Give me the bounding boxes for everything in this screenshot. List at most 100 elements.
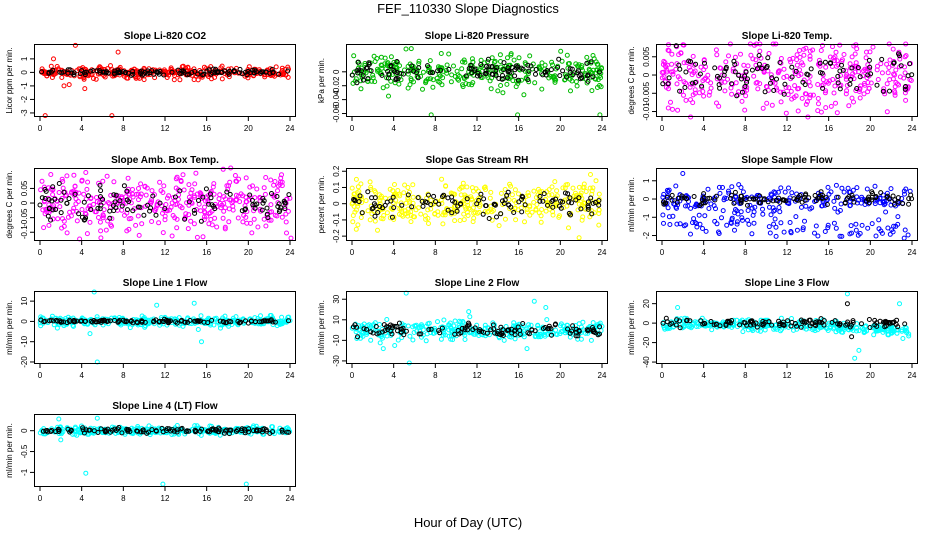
- data-point: [161, 183, 167, 189]
- data-point: [409, 63, 415, 69]
- data-point: [543, 72, 549, 78]
- data-point: [533, 71, 538, 77]
- data-point: [562, 190, 568, 196]
- data-point: [263, 175, 269, 180]
- data-point: [410, 214, 416, 220]
- data-point: [890, 193, 896, 199]
- data-point: [824, 202, 830, 207]
- data-point: [125, 75, 131, 81]
- data-point: [358, 215, 364, 220]
- data-point: [809, 321, 815, 327]
- data-point: [399, 202, 405, 208]
- data-point: [352, 197, 358, 203]
- data-point: [130, 187, 135, 192]
- data-point: [590, 185, 596, 191]
- data-point: [240, 219, 246, 225]
- data-point: [384, 83, 390, 89]
- plot-frame: [34, 291, 296, 364]
- points: [349, 46, 604, 118]
- data-point: [466, 309, 472, 315]
- data-point: [273, 64, 279, 70]
- data-point: [858, 83, 864, 89]
- data-point: [533, 207, 539, 213]
- data-point: [462, 192, 468, 198]
- data-point: [419, 198, 425, 204]
- data-point: [548, 67, 554, 73]
- data-point: [585, 72, 591, 78]
- data-point: [68, 213, 74, 219]
- y-axis-label: ml/min per min.: [5, 423, 14, 478]
- data-point: [739, 76, 744, 82]
- data-point: [490, 322, 496, 328]
- data-point: [751, 220, 757, 226]
- data-point: [501, 67, 507, 73]
- data-point: [355, 59, 361, 65]
- data-point: [797, 193, 803, 198]
- data-point: [744, 79, 750, 85]
- data-point: [510, 78, 516, 84]
- data-point: [475, 70, 481, 76]
- data-point: [214, 224, 220, 230]
- data-point: [762, 327, 768, 333]
- data-point: [279, 172, 284, 178]
- data-point: [46, 206, 52, 212]
- data-point: [125, 207, 130, 213]
- data-point: [808, 66, 814, 72]
- data-point: [179, 317, 185, 323]
- data-point: [495, 88, 501, 94]
- data-point: [64, 200, 70, 206]
- data-point: [598, 84, 604, 90]
- data-point: [676, 323, 682, 328]
- data-point: [757, 48, 763, 54]
- data-point: [384, 199, 390, 205]
- data-point: [729, 91, 735, 97]
- data-point: [840, 67, 846, 73]
- data-point: [596, 207, 602, 213]
- data-point: [864, 49, 869, 55]
- data-point: [208, 217, 214, 222]
- data-point: [200, 194, 206, 200]
- data-point: [491, 59, 497, 65]
- data-point: [800, 227, 806, 233]
- data-point: [268, 202, 274, 208]
- data-point: [771, 88, 777, 93]
- data-point: [661, 191, 667, 197]
- data-point: [693, 61, 699, 67]
- data-point: [430, 201, 436, 207]
- data-point: [251, 216, 257, 222]
- data-point: [157, 200, 163, 206]
- data-point: [665, 105, 671, 111]
- data-point: [376, 208, 382, 214]
- data-point: [867, 325, 873, 330]
- data-point: [681, 92, 686, 98]
- data-point: [587, 68, 593, 73]
- data-point: [484, 63, 490, 69]
- data-point: [891, 201, 897, 207]
- data-point: [210, 66, 216, 72]
- data-point: [817, 325, 823, 331]
- data-point: [879, 70, 885, 76]
- data-point: [354, 324, 360, 330]
- data-point: [692, 90, 698, 96]
- data-point: [262, 318, 268, 324]
- data-point: [890, 76, 896, 82]
- data-point: [252, 319, 258, 325]
- data-point: [133, 191, 139, 197]
- y-tick-label: -0.5: [20, 444, 29, 458]
- data-point: [549, 199, 555, 204]
- data-point: [573, 79, 579, 85]
- data-point: [788, 59, 794, 65]
- data-point: [395, 188, 401, 193]
- x-tick-label: 24: [908, 371, 917, 380]
- data-point: [455, 72, 461, 78]
- data-point: [519, 77, 524, 83]
- data-point: [767, 230, 773, 236]
- x-tick-label: 0: [350, 371, 355, 380]
- data-point: [809, 205, 815, 211]
- data-point: [39, 195, 45, 201]
- data-point: [361, 326, 367, 332]
- data-point: [543, 305, 549, 310]
- data-point: [513, 63, 519, 69]
- data-point: [557, 73, 563, 79]
- data-point: [679, 193, 685, 199]
